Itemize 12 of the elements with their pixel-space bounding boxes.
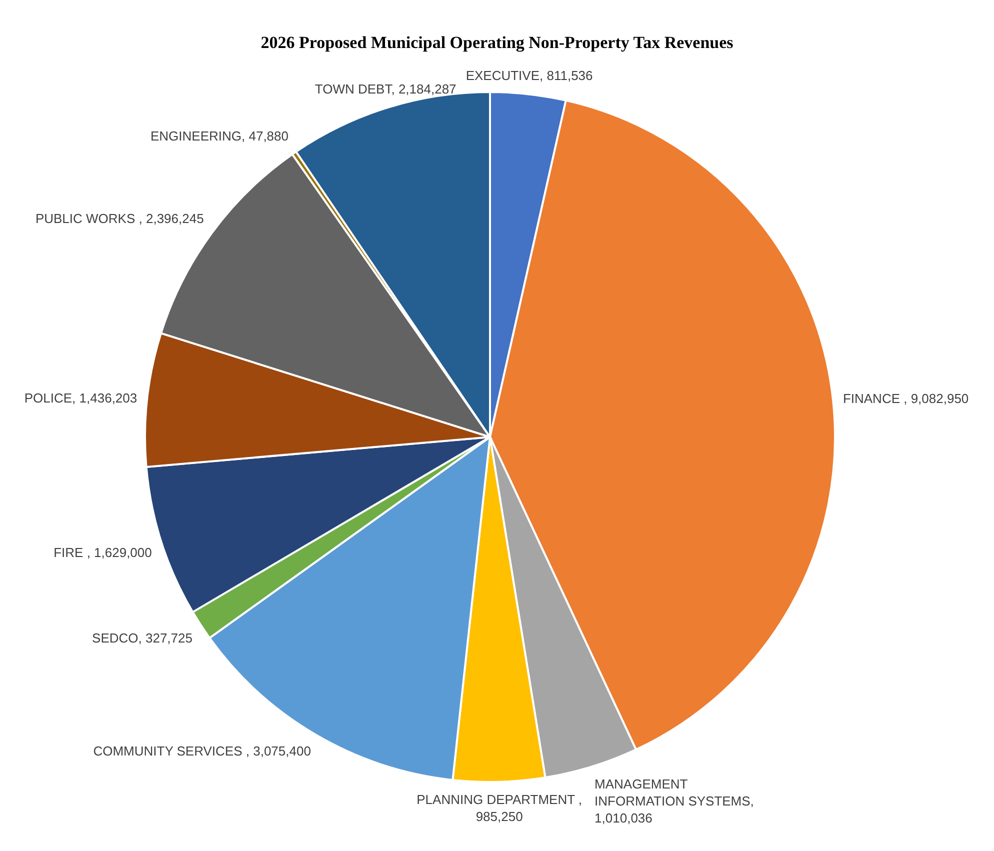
slice-label: TOWN DEBT, 2,184,287 (314, 82, 456, 97)
slice-label: SEDCO, 327,725 (92, 630, 192, 646)
slice-label: PUBLIC WORKS , 2,396,245 (35, 210, 204, 226)
slice-label: PLANNING DEPARTMENT , 985,250 (416, 792, 582, 824)
slice-label: POLICE, 1,436,203 (24, 390, 138, 406)
chart-title: 2026 Proposed Municipal Operating Non-Property Tax Revenues (260, 33, 734, 52)
slice-label: MANAGEMENT INFORMATION SYSTEMS, 1,010,036 (594, 776, 754, 826)
slice-label: EXECUTIVE, 811,536 (466, 68, 593, 84)
slice-label: FINANCE , 9,082,950 (842, 390, 969, 406)
slice-label: ENGINEERING, 47,880 (150, 128, 288, 144)
slice-label: FIRE , 1,629,000 (54, 545, 152, 560)
slice-label: COMMUNITY SERVICES , 3,075,400 (93, 744, 311, 759)
